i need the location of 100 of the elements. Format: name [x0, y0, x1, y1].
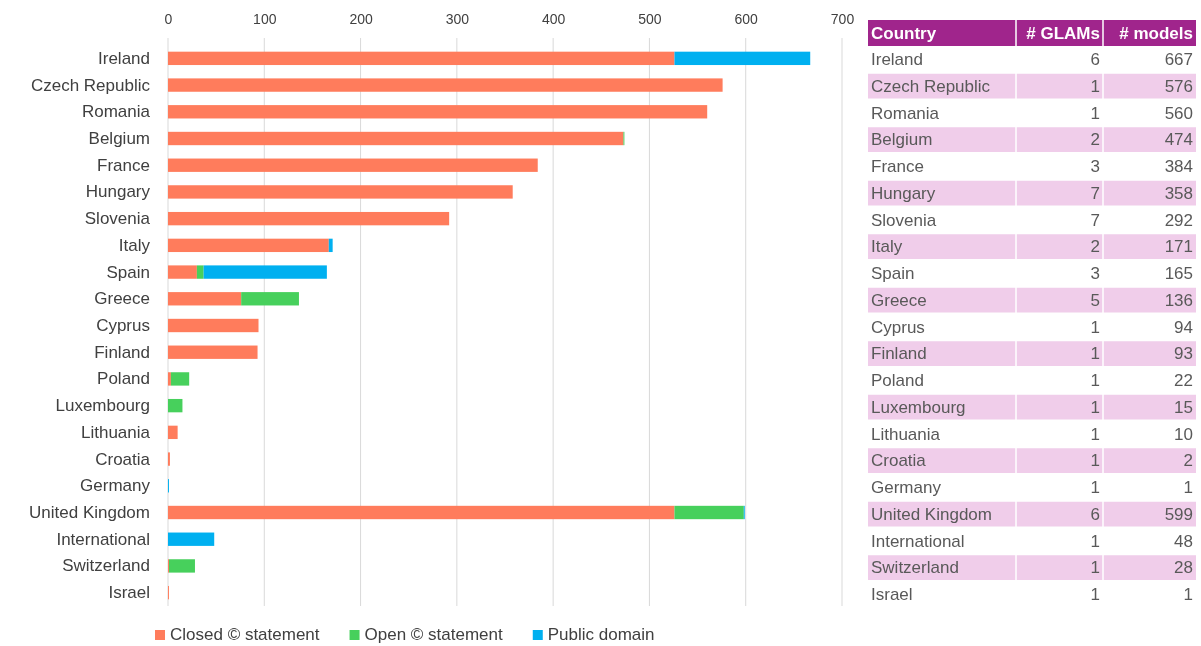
text: # models [1119, 24, 1193, 43]
data-label: 358 [1164, 183, 1193, 203]
category-label: Greece [871, 290, 927, 310]
data-label: 93 [1174, 344, 1193, 364]
data-label: 2 [1090, 130, 1100, 150]
bar [168, 425, 178, 440]
bar [168, 345, 258, 359]
bar [168, 105, 708, 119]
y-tick-label: Greece [94, 289, 150, 309]
category-label: Luxembourg [871, 397, 966, 417]
data-label: 22 [1174, 371, 1193, 390]
data-label: 1 [1090, 76, 1100, 96]
bar [170, 372, 190, 386]
bar [168, 185, 513, 199]
text: Country [871, 24, 937, 43]
y-tick-label: Hungary [85, 182, 151, 202]
category-label: Israel [871, 585, 913, 604]
x-tick-label: 400 [541, 11, 566, 27]
data-label: 28 [1174, 558, 1193, 578]
y-tick-label: France [97, 155, 150, 175]
data-label: 7 [1090, 210, 1100, 230]
bar [168, 158, 538, 172]
bar [168, 292, 242, 306]
data-label: 1 [1090, 531, 1100, 551]
bar [168, 559, 195, 573]
bar [168, 238, 329, 253]
data-label: 165 [1164, 264, 1193, 283]
y-tick-label: Spain [106, 262, 150, 282]
data-label: 136 [1164, 290, 1193, 310]
category-label: United Kingdom [871, 504, 992, 524]
bar [168, 211, 450, 226]
bar [168, 131, 624, 146]
legend-label: Public domain [547, 625, 655, 644]
category-label: France [871, 157, 924, 176]
category-label: Finland [871, 344, 927, 364]
category-label: Croatia [871, 451, 927, 471]
category-label: Lithuania [871, 424, 941, 444]
x-tick-label: 700 [830, 11, 855, 27]
bar [168, 78, 723, 92]
data-label: 1 [1090, 585, 1100, 604]
bar [168, 372, 171, 386]
data-label: 576 [1164, 76, 1193, 96]
y-tick-label: Ireland [98, 48, 150, 68]
y-tick-label: Romania [81, 102, 151, 122]
y-tick-label: United Kingdom [29, 502, 150, 522]
data-label: 1 [1090, 317, 1100, 337]
y-tick-label: Poland [97, 369, 150, 389]
data-label: 10 [1174, 424, 1193, 444]
x-tick-label: 0 [164, 11, 173, 27]
y-tick-label: Czech Republic [30, 75, 151, 95]
data-label: 48 [1174, 531, 1193, 551]
legend-label: Closed © statement [170, 625, 320, 644]
bar [203, 265, 327, 279]
data-label: 6 [1090, 504, 1100, 524]
y-tick-label: Lithuania [80, 422, 151, 442]
data-label: 1 [1090, 397, 1100, 417]
x-tick-label: 200 [349, 11, 373, 27]
y-tick-label: Luxembourg [55, 396, 150, 416]
data-label: 1 [1090, 451, 1100, 471]
category-label: Germany [871, 478, 942, 497]
y-tick-label: Italy [118, 235, 151, 255]
data-label: 1 [1090, 478, 1100, 497]
data-label: 560 [1164, 103, 1193, 123]
data-label: 1 [1090, 558, 1100, 578]
y-tick-label: Germany [80, 476, 151, 496]
data-label: 1 [1090, 424, 1100, 444]
data-label: 3 [1090, 264, 1100, 283]
bar [168, 532, 215, 546]
category-label: Slovenia [871, 210, 937, 230]
category-label: International [871, 531, 965, 551]
y-tick-label: Switzerland [62, 556, 150, 576]
x-tick-label: 600 [734, 11, 759, 27]
data-label: 15 [1174, 397, 1193, 417]
legend-label: Open © statement [364, 625, 504, 644]
data-label: 7 [1090, 183, 1100, 203]
category-label: Hungary [871, 183, 936, 203]
data-label: 2 [1090, 237, 1100, 257]
data-label: 667 [1164, 50, 1193, 69]
category-label: Switzerland [871, 558, 959, 578]
data-label: 384 [1164, 157, 1193, 176]
data-label: 292 [1164, 210, 1193, 230]
data-label: 171 [1164, 237, 1193, 257]
bar [328, 238, 333, 253]
data-label: 1 [1090, 103, 1100, 123]
bar [168, 51, 675, 66]
y-tick-label: Belgium [88, 128, 150, 148]
x-tick-label: 100 [253, 11, 277, 27]
data-label: 3 [1090, 157, 1100, 176]
bar [241, 292, 299, 306]
bar [196, 265, 204, 279]
category-label: Cyprus [871, 317, 925, 337]
data-label: 599 [1164, 504, 1193, 524]
data-label: 6 [1090, 50, 1100, 69]
bar [168, 318, 259, 333]
y-tick-label: Croatia [95, 449, 151, 469]
y-tick-label: Cyprus [96, 315, 150, 335]
data-label: 474 [1164, 130, 1193, 150]
bar [168, 505, 675, 520]
category-label: Ireland [871, 50, 923, 69]
y-tick-label: Slovenia [84, 209, 151, 229]
